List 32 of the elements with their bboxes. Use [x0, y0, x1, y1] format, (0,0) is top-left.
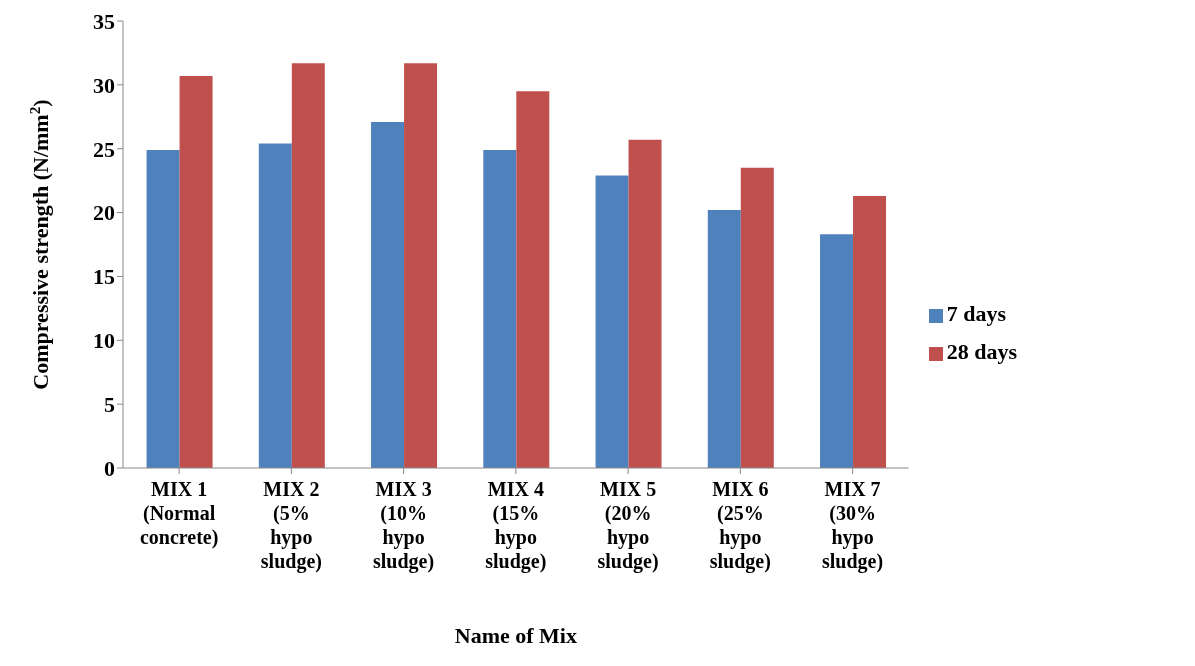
x-tick-label: MIX 5 (20% hypo sludge) — [597, 478, 659, 573]
bar — [483, 149, 517, 468]
x-tick-label: MIX 6 (25% hypo sludge) — [709, 478, 771, 573]
bar — [516, 91, 550, 468]
bar — [404, 63, 438, 468]
bar — [820, 234, 854, 468]
y-tick-label: 0 — [104, 455, 115, 481]
y-tick-label: 5 — [104, 391, 115, 417]
bar — [179, 75, 213, 468]
y-tick-label: 20 — [93, 200, 115, 226]
bar — [291, 63, 325, 468]
x-tick-label: MIX 4 (15% hypo sludge) — [485, 478, 547, 573]
legend-label: 7 days — [946, 301, 1006, 326]
y-tick-label: 15 — [93, 264, 115, 290]
y-tick-label: 25 — [93, 136, 115, 162]
bar — [740, 167, 774, 468]
bar — [853, 195, 887, 468]
x-tick-label: MIX 1 (Normal concrete) — [139, 478, 219, 549]
bar — [595, 175, 629, 468]
x-tick-label: MIX 2 (5% hypo sludge) — [260, 478, 322, 573]
bar — [146, 149, 180, 468]
y-tick-label: 35 — [93, 8, 115, 34]
bar — [371, 121, 405, 468]
bar — [628, 139, 662, 468]
bar — [707, 210, 741, 468]
x-tick-label: MIX 7 (30% hypo sludge) — [822, 478, 884, 573]
y-tick-label: 10 — [93, 328, 115, 354]
x-tick-label: MIX 3 (10% hypo sludge) — [373, 478, 435, 573]
x-axis-title: Name of Mix — [454, 623, 577, 648]
bar — [258, 143, 292, 468]
y-tick-label: 30 — [93, 72, 115, 98]
legend-label: 28 days — [946, 339, 1017, 364]
